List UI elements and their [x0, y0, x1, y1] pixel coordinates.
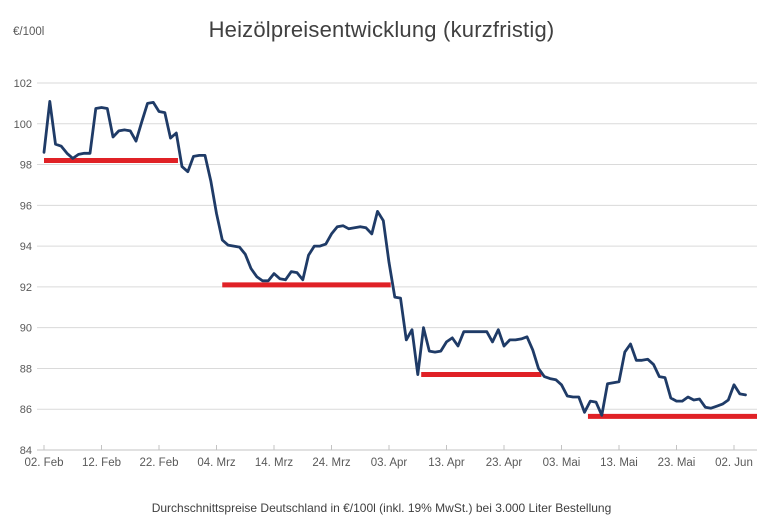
x-tick-label: 24. Mrz: [312, 457, 351, 469]
price-line: [42, 100, 747, 417]
y-axis-unit-label: €/100l: [13, 26, 45, 38]
x-tick-label: 02. Jun: [715, 457, 753, 469]
y-tick-label: 84: [20, 445, 32, 457]
y-tick-label: 98: [20, 160, 32, 172]
x-tick-label: 12. Feb: [82, 457, 121, 469]
y-tick-label: 92: [20, 282, 32, 294]
x-tick-label: 14. Mrz: [255, 457, 294, 469]
chart-title: Heizölpreisentwicklung (kurzfristig): [208, 17, 555, 42]
chart-footnote: Durchschnittspreise Deutschland in €/100…: [151, 501, 612, 515]
y-tick-label: 96: [20, 200, 32, 212]
x-tick-label: 23. Mai: [658, 457, 696, 469]
x-tick-label: 04. Mrz: [197, 457, 236, 469]
y-tick-label: 88: [20, 363, 32, 375]
y-tick-label: 102: [14, 78, 32, 90]
y-tick-label: 90: [20, 323, 32, 335]
x-tick-label: 03. Apr: [371, 457, 408, 469]
y-tick-label: 94: [20, 241, 32, 253]
y-tick-label: 100: [14, 119, 32, 131]
x-tick-label: 13. Mai: [600, 457, 638, 469]
x-tick-label: 03. Mai: [543, 457, 581, 469]
y-tick-label: 86: [20, 404, 32, 416]
x-tick-label: 23. Apr: [486, 457, 523, 469]
x-tick-label: 22. Feb: [140, 457, 179, 469]
x-tick-label: 13. Apr: [428, 457, 465, 469]
x-tick-label: 02. Feb: [25, 457, 64, 469]
